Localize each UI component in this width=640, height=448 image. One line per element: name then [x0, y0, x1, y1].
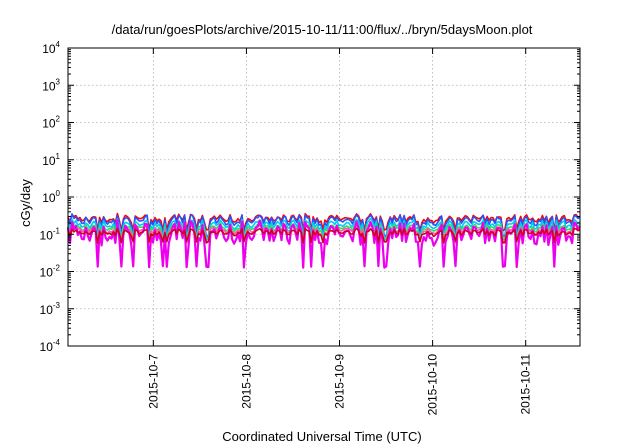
x-tick-label: 2015-10-11	[519, 354, 533, 415]
y-tick-label: 10-4	[40, 338, 61, 354]
chart-title: /data/run/goesPlots/archive/2015-10-11/1…	[112, 22, 533, 37]
x-tick-label: 2015-10-8	[239, 354, 253, 409]
y-tick-label: 101	[42, 152, 60, 168]
series-group	[66, 212, 581, 269]
y-axis: 10-4 10-3 10-2 10-1 100 101 102 103 104	[40, 40, 580, 354]
grid-lines	[68, 48, 580, 346]
y-tick-label: 103	[42, 77, 60, 93]
y-tick-label: 104	[42, 40, 60, 56]
y-tick-label: 10-2	[40, 264, 61, 280]
x-tick-label: 2015-10-9	[333, 354, 347, 409]
y-tick-label: 100	[42, 189, 60, 205]
x-tick-label: 2015-10-7	[146, 354, 160, 409]
y-axis-label: cGy/day	[18, 179, 33, 227]
series-line	[66, 219, 581, 269]
y-tick-label: 10-1	[40, 226, 61, 242]
y-tick-label: 10-3	[40, 301, 61, 317]
y-tick-label: 102	[42, 115, 60, 131]
x-axis-label: Coordinated Universal Time (UTC)	[222, 429, 421, 444]
x-tick-label: 2015-10-10	[426, 354, 440, 416]
series-line	[67, 227, 581, 244]
x-axis: 2015-10-7 2015-10-8 2015-10-9 2015-10-10 201…	[146, 48, 533, 416]
